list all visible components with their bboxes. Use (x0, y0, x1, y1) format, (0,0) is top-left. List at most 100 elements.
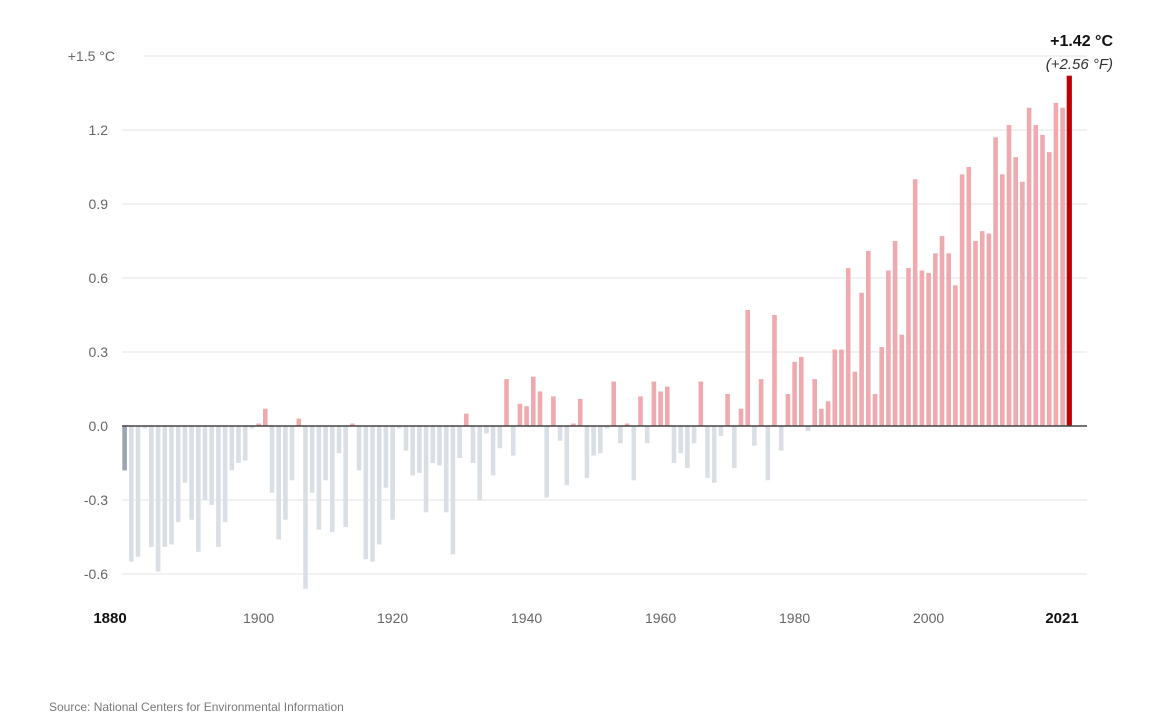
bar-1966 (698, 381, 704, 426)
bar-1927 (437, 426, 442, 466)
bar-2001 (933, 253, 938, 426)
bar-1985 (825, 401, 831, 426)
bar-1885 (155, 426, 161, 572)
bar-1946 (564, 426, 570, 486)
bar-1993 (879, 347, 884, 426)
bar-1968 (711, 426, 717, 483)
bar-1972 (738, 408, 744, 426)
bar-1891 (196, 426, 201, 552)
bar-1953 (611, 381, 616, 426)
bar-1922 (403, 426, 409, 451)
bar-1916 (363, 426, 369, 560)
x-tick-label: 2021 (1045, 610, 1078, 627)
y-tick-label: 0.0 (89, 418, 109, 434)
y-tick-label: 0.6 (89, 270, 109, 286)
bar-1898 (242, 426, 248, 461)
highlight-value-label: +1.42 °C (1050, 33, 1113, 50)
bar-1964 (685, 426, 690, 468)
bar-1990 (859, 292, 864, 426)
bar-1940 (524, 406, 529, 426)
bar-2010 (993, 137, 998, 427)
bar-1921 (397, 426, 402, 429)
bar-1994 (886, 270, 891, 426)
bar-2007 (973, 240, 978, 426)
bar-1945 (557, 426, 563, 441)
bar-1957 (638, 396, 643, 426)
bar-2011 (1000, 174, 1005, 426)
bar-2003 (946, 253, 951, 426)
x-tick-label: 1880 (93, 610, 126, 627)
bar-1930 (457, 426, 462, 459)
bar-1982 (805, 426, 811, 431)
bar-1902 (269, 426, 275, 493)
bar-2002 (939, 236, 945, 426)
bar-1938 (510, 426, 516, 456)
bar-2014 (1020, 181, 1025, 426)
x-axis-ticks: 1880 1900 1920 1940 1960 1980 2000 2021 (93, 610, 1078, 627)
bar-1963 (678, 426, 683, 454)
bar-1969 (718, 426, 724, 436)
bar-1929 (450, 426, 456, 555)
bar-1900 (256, 423, 261, 426)
bar-2017 (1040, 134, 1045, 426)
bar-1970 (725, 393, 730, 426)
bar-1943 (544, 426, 549, 498)
bar-1884 (149, 426, 154, 547)
bar-1997 (906, 268, 911, 426)
bar-1971 (732, 426, 737, 468)
bar-1887 (169, 426, 174, 545)
y-axis-ticks: +1.5 °C 1.2 0.9 0.6 0.3 0.0 -0.3 -0.6 (68, 48, 115, 582)
bar-1914 (350, 423, 355, 426)
bar-2013 (1013, 157, 1018, 426)
bar-2006 (966, 166, 972, 426)
bar-1954 (618, 426, 623, 444)
bar-1906 (296, 418, 302, 426)
bar-1882 (135, 426, 141, 557)
bar-1979 (785, 393, 791, 426)
bar-1883 (142, 426, 147, 429)
bar-1986 (832, 349, 838, 426)
bar-1936 (497, 426, 503, 449)
bar-1886 (162, 426, 168, 547)
bar-1920 (390, 426, 395, 520)
bar-1941 (531, 376, 536, 426)
x-tick-label: 1920 (377, 610, 408, 626)
bar-1959 (651, 381, 657, 426)
bar-1881 (129, 426, 134, 562)
bar-1899 (249, 426, 255, 429)
bar-1926 (430, 426, 436, 463)
bar-1991 (866, 250, 871, 426)
x-tick-label: 1980 (779, 610, 810, 626)
bar-1977 (772, 314, 777, 427)
bar-1896 (229, 426, 235, 471)
bar-1973 (745, 310, 750, 426)
x-tick-label: 2000 (913, 610, 944, 626)
bar-1983 (812, 379, 817, 426)
bar-1981 (799, 356, 804, 426)
bar-1897 (236, 426, 241, 463)
bar-1908 (309, 426, 315, 493)
bar-1915 (356, 426, 362, 471)
bars (122, 75, 1072, 589)
bar-2016 (1033, 125, 1039, 426)
bar-1928 (443, 426, 449, 513)
bar-1992 (872, 393, 878, 426)
bar-1893 (209, 426, 214, 505)
bar-1934 (484, 426, 489, 434)
highlight-fahrenheit-label: (+2.56 °F) (1046, 56, 1113, 73)
bar-2021 (1066, 75, 1072, 426)
bar-1978 (778, 426, 784, 451)
bar-1960 (658, 391, 663, 426)
bar-1980 (792, 361, 797, 426)
bar-1955 (624, 423, 630, 426)
bar-1962 (671, 426, 677, 463)
bar-1974 (752, 426, 757, 446)
bar-1894 (216, 426, 221, 547)
bar-1995 (892, 240, 898, 426)
bar-1931 (464, 413, 469, 427)
bar-1948 (577, 398, 583, 426)
bar-1888 (175, 426, 181, 523)
bar-1984 (819, 408, 824, 426)
